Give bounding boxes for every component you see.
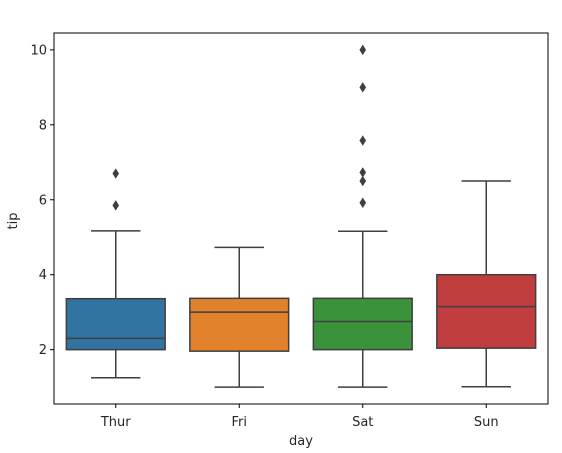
- box-group-thur: [65, 168, 166, 379]
- box-group-sun: [436, 180, 537, 388]
- outlier-point: [359, 197, 367, 208]
- boxes-layer: [65, 44, 537, 388]
- y-tick-label: 4: [39, 268, 47, 283]
- y-tick-label: 6: [39, 193, 47, 208]
- x-axis: Thur Fri Sat Sun: [100, 404, 499, 430]
- box-thur: [65, 297, 166, 351]
- box-group-fri: [189, 246, 290, 388]
- outlier-point: [359, 175, 367, 187]
- box-sat: [312, 297, 413, 351]
- x-tick-label: Thur: [100, 415, 131, 430]
- box-sun: [436, 273, 537, 349]
- outlier-point: [112, 200, 120, 211]
- y-axis-label: tip: [6, 213, 21, 230]
- outlier-point: [359, 44, 367, 56]
- outlier-point: [112, 168, 120, 179]
- outlier-point: [359, 82, 367, 93]
- y-axis: 2 4 6 8 10: [30, 43, 54, 358]
- box-fri: [189, 297, 290, 352]
- x-tick-label: Fri: [232, 415, 248, 430]
- x-tick-label: Sun: [474, 415, 499, 430]
- x-tick-label: Sat: [352, 415, 373, 430]
- y-tick-label: 10: [30, 43, 47, 58]
- plot-frame: [53, 32, 549, 405]
- y-tick-label: 8: [39, 118, 47, 133]
- x-axis-label: day: [289, 434, 313, 449]
- outlier-point: [359, 167, 367, 178]
- y-tick-label: 2: [39, 343, 47, 358]
- outlier-point: [359, 135, 367, 146]
- box-group-sat: [312, 44, 413, 388]
